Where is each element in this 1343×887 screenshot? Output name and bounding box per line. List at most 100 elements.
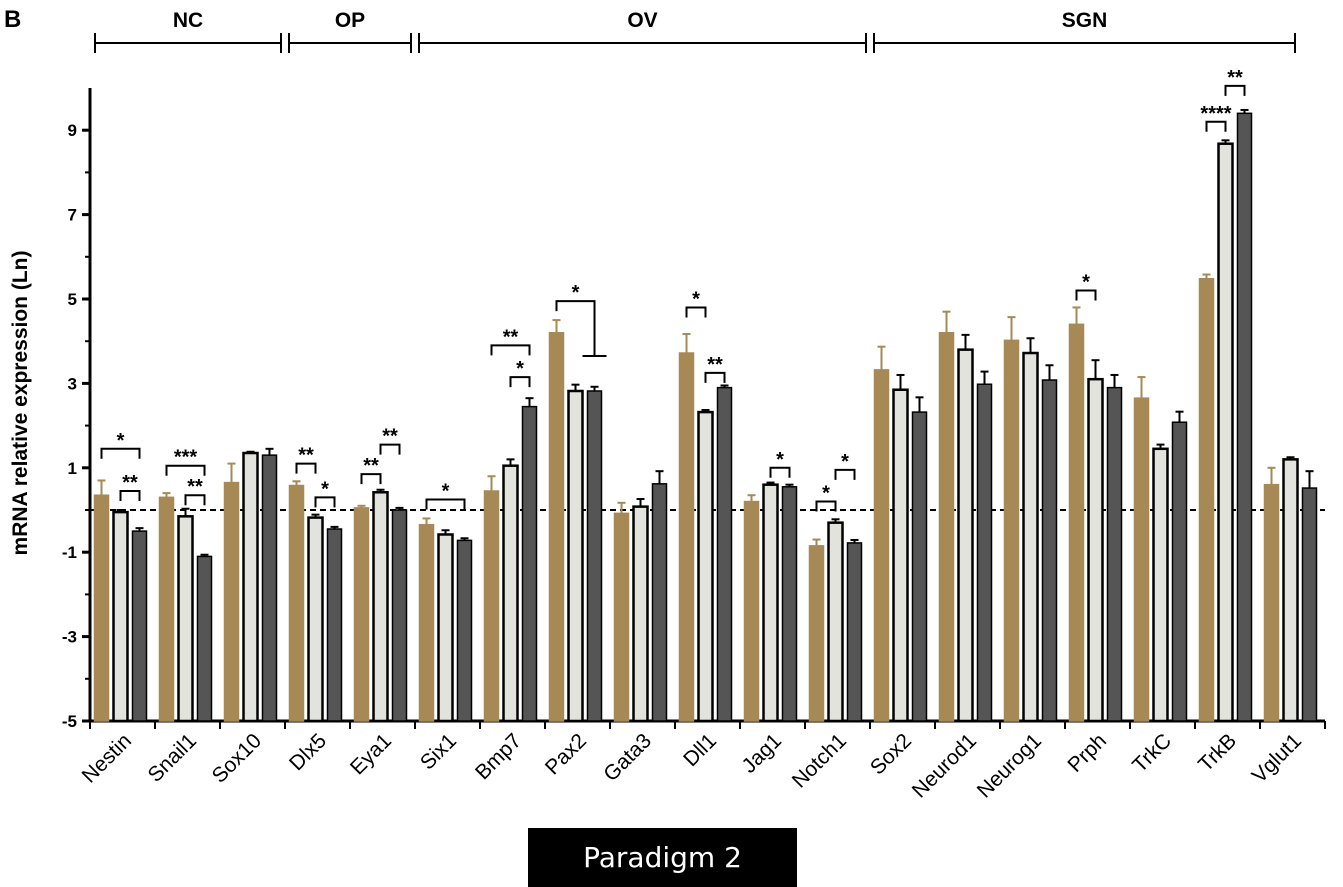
bar [976,383,993,722]
bar [502,464,519,723]
bar [112,510,129,723]
group-brackets: NC OP OV SGN [94,9,1296,53]
bar [678,352,695,722]
bar [548,332,565,722]
bar [911,411,928,722]
bar [1041,379,1058,722]
significance-bracket [815,500,837,512]
significance-label: * [776,449,784,471]
significance-label: ** [298,445,314,467]
bar [586,390,603,722]
bar [1003,339,1020,722]
bar [93,494,110,722]
significance-bracket [704,371,726,383]
bar [196,555,213,722]
bar [762,483,779,723]
category-label: Dll1 [679,729,721,771]
bar [743,500,760,722]
category-label: Sox2 [866,729,916,779]
group-label: OP [335,9,365,32]
bar [391,509,408,722]
bar [1022,351,1039,723]
category-label: Six1 [416,729,461,774]
paradigm-label: Paradigm 2 [528,828,797,887]
bar [326,528,343,722]
bar [957,348,974,723]
bar [938,332,955,722]
bar [567,389,584,723]
bar [521,405,538,722]
significance-label: * [1082,272,1090,294]
y-tick-label: 5 [68,290,77,309]
significance-label: * [442,480,450,502]
significance-bracket [685,306,707,318]
bar [651,483,668,722]
category-label: TrkC [1128,729,1176,777]
bar [1263,483,1280,722]
significance-bracket [314,496,336,508]
significance-label: ** [382,426,398,448]
bar [418,524,435,722]
y-tick-label: 9 [68,121,77,140]
category-label: Eya1 [346,729,396,779]
bar [288,484,305,722]
bar [307,516,324,723]
bar [873,369,890,722]
bar [1198,277,1215,722]
bar [892,388,909,723]
bar [716,386,733,722]
significance-label: ** [707,354,723,376]
bar [613,512,630,722]
bars [93,108,1318,723]
y-tick-label: -3 [62,628,77,647]
bar [223,481,240,722]
significance-bracket [555,300,596,356]
category-label: TrkB [1194,729,1241,776]
bar [1068,323,1085,722]
significance-bracket [1205,120,1227,132]
category-label: Neurod1 [908,729,981,802]
significance-label: ** [363,455,379,477]
bar [483,490,500,722]
bar [372,491,389,723]
bar [158,496,175,722]
bar [131,530,148,722]
paradigm-text: Paradigm 2 [583,841,742,874]
bar [846,542,863,722]
significance-bracket [509,376,531,388]
group-label: OV [627,9,657,32]
bar [781,486,798,722]
category-label: Gata3 [599,729,656,786]
significance-bracket [379,443,401,455]
group-label: NC [173,9,203,32]
bar [632,505,649,723]
group-label: SGN [1062,9,1108,32]
bar [261,454,278,722]
bar [808,545,825,722]
significance-label: **** [1200,103,1231,125]
category-label: Sox10 [208,729,266,787]
significance-bracket [425,498,466,510]
bar [242,451,259,723]
category-label: Nestin [78,729,136,787]
bar [1152,447,1169,723]
category-label: Jag1 [738,729,786,777]
significance-label: * [841,451,849,473]
category-label: Vglut1 [1248,729,1306,787]
category-label: Notch1 [788,729,851,792]
significance-bracket [119,490,141,502]
bar [827,521,844,723]
significance-bracket [184,494,206,506]
significance-brackets: ******************** ************* [100,67,1246,512]
category-label: Snail1 [143,729,201,787]
category-label: Prph [1063,729,1111,777]
y-tick-label: 7 [68,206,77,225]
significance-label: * [692,288,700,310]
bar [1282,458,1299,723]
category-label: Bmp7 [471,729,526,784]
bar [456,539,473,722]
significance-bracket [490,344,531,356]
y-tick-label: 3 [68,374,77,393]
significance-label: ** [503,326,519,348]
